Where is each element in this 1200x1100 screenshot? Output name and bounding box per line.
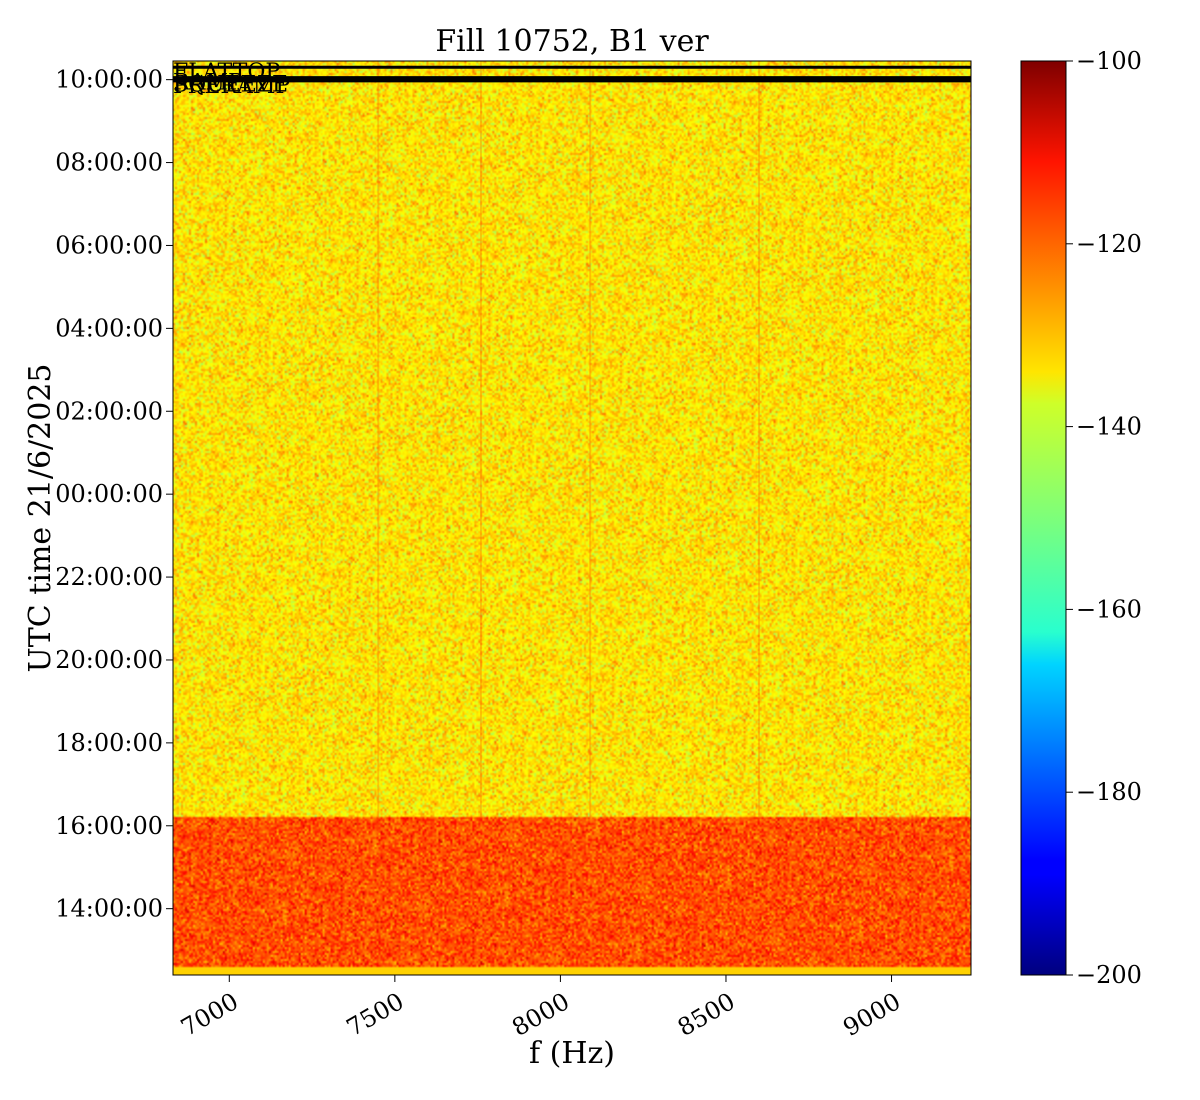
colorbar-axis: −100 −120 −140 −160 −180 −200 [1066,47,1142,989]
y-tick-label: 08:00:00 [55,149,163,177]
colorbar-tick-label: −100 [1076,47,1142,75]
plot-area [173,61,971,975]
colorbar-tick-label: −160 [1076,595,1142,623]
spectral-lines [377,61,761,818]
chart-title: Fill 10752, B1 ver [435,24,709,59]
y-tick-label: 00:00:00 [55,480,163,508]
noise-texture [173,61,971,975]
y-tick-label: 20:00:00 [55,646,163,674]
y-tick-label: 18:00:00 [55,729,163,757]
beam-mode-label: SQUEEZE [173,73,288,98]
x-tick-label: 7500 [342,987,409,1042]
y-axis: 14:00:00 16:00:00 18:00:00 20:00:00 22:00:00… [55,66,173,923]
x-axis-label: f (Hz) [529,1036,615,1071]
colorbar-tick-label: −120 [1076,230,1142,258]
y-tick-label: 22:00:00 [55,563,163,591]
y-axis-label: UTC time 21/6/2025 [23,364,58,673]
beam-mode-markers [173,65,971,83]
x-axis: 7000 7500 8000 8500 9000 [176,975,905,1042]
plot-frame [172,60,972,976]
colorbar-tick-label: −140 [1076,413,1142,441]
beam-mode-label: FLATTOP [173,60,280,85]
y-tick-label: 06:00:00 [55,231,163,259]
y-tick-label: 14:00:00 [55,895,163,923]
y-tick-label: 04:00:00 [55,314,163,342]
x-tick-label: 8000 [507,987,574,1042]
colorbar-tick-label: −180 [1076,778,1142,806]
y-tick-label: 02:00:00 [55,397,163,425]
y-tick-label: 16:00:00 [55,812,163,840]
colorbar [1020,60,1067,976]
beam-mode-label: PRERAMP [173,74,290,99]
x-tick-label: 7000 [176,987,243,1042]
x-tick-label: 9000 [838,987,905,1042]
beam-mode-label: RAMP [173,71,243,96]
y-tick-label: 10:00:00 [55,66,163,94]
colorbar-tick-label: −200 [1076,961,1142,989]
x-tick-label: 8500 [673,987,740,1042]
